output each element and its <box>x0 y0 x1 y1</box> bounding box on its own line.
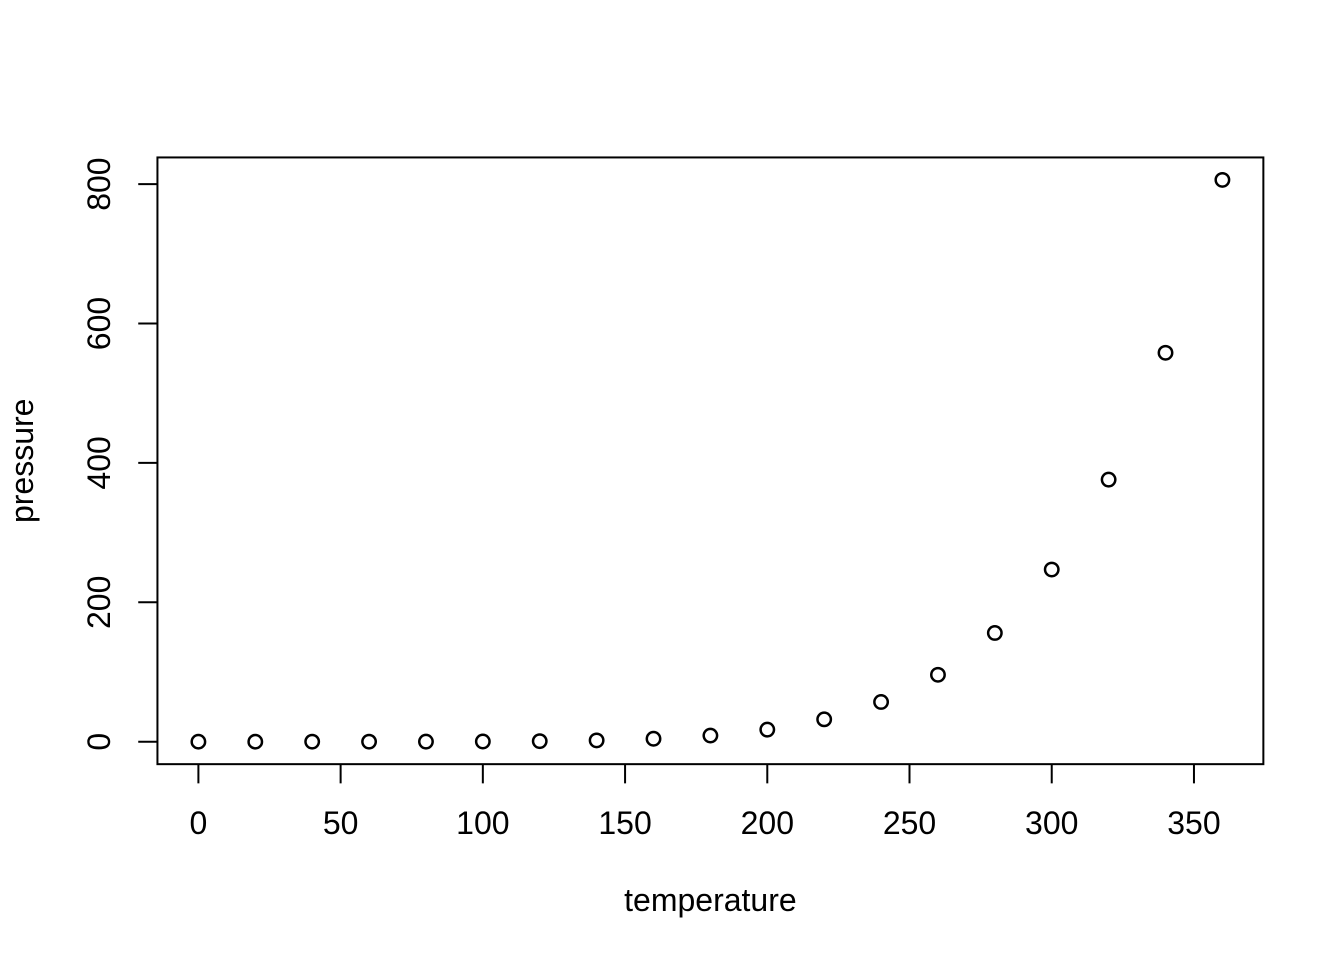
svg-text:0: 0 <box>190 805 208 841</box>
svg-text:temperature: temperature <box>624 882 797 918</box>
svg-text:250: 250 <box>883 805 936 841</box>
svg-text:150: 150 <box>598 805 651 841</box>
svg-text:600: 600 <box>81 297 117 350</box>
svg-text:50: 50 <box>323 805 359 841</box>
svg-text:100: 100 <box>456 805 509 841</box>
svg-text:pressure: pressure <box>4 399 40 524</box>
svg-text:300: 300 <box>1025 805 1078 841</box>
svg-text:200: 200 <box>741 805 794 841</box>
svg-text:800: 800 <box>81 157 117 210</box>
svg-text:400: 400 <box>81 436 117 489</box>
svg-text:0: 0 <box>81 733 117 751</box>
svg-text:350: 350 <box>1167 805 1220 841</box>
svg-text:200: 200 <box>81 576 117 629</box>
